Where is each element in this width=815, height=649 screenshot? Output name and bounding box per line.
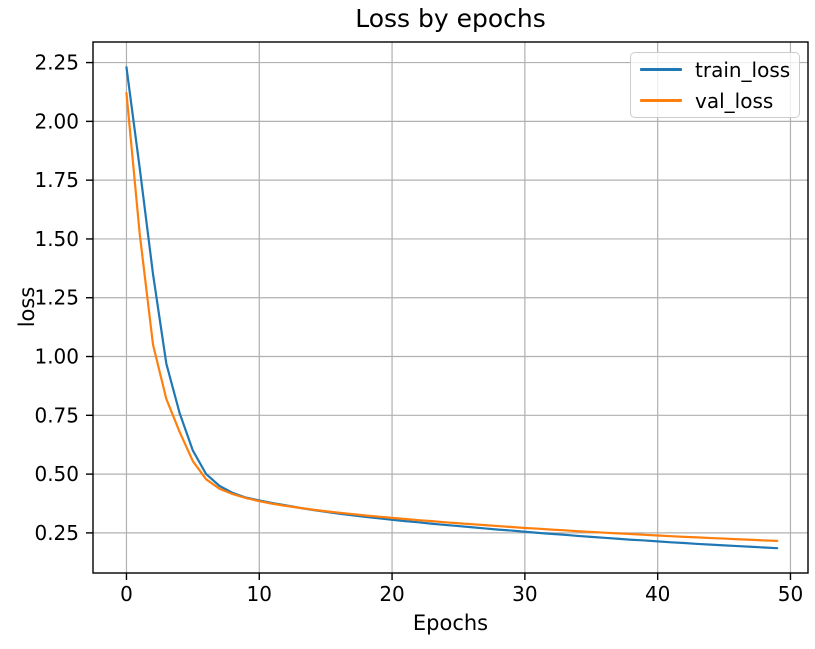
legend-label-val-loss: val_loss [695,88,774,113]
legend-item-train-loss: train_loss [640,58,799,82]
val-loss-line-swatch [640,99,682,102]
y-tick-label: 1.25 [34,286,79,310]
x-tick-label: 40 [645,582,670,606]
x-tick-label: 30 [512,582,537,606]
y-tick-label: 0.50 [34,462,79,486]
legend: train_loss val_loss [630,52,800,118]
legend-item-val-loss: val_loss [640,89,799,113]
chart-title: Loss by epochs [355,4,546,33]
legend-label-train-loss: train_loss [695,57,791,82]
x-tick-label: 50 [778,582,803,606]
x-tick-label: 20 [379,582,404,606]
y-tick-label: 2.25 [34,51,79,75]
x-tick-label: 0 [120,582,133,606]
y-tick-label: 1.50 [34,227,79,251]
y-axis-label: loss [15,286,39,328]
y-tick-label: 2.00 [34,109,79,133]
y-tick-label: 1.00 [34,345,79,369]
y-tick-label: 0.75 [34,403,79,427]
val_loss-line [125,92,779,543]
x-axis-label: Epochs [412,611,489,635]
axes-frame [92,41,809,574]
train-loss-line-swatch [640,68,682,71]
y-tick-label: 1.75 [34,168,79,192]
y-tick-label: 0.25 [34,521,79,545]
x-tick-label: 10 [247,582,272,606]
